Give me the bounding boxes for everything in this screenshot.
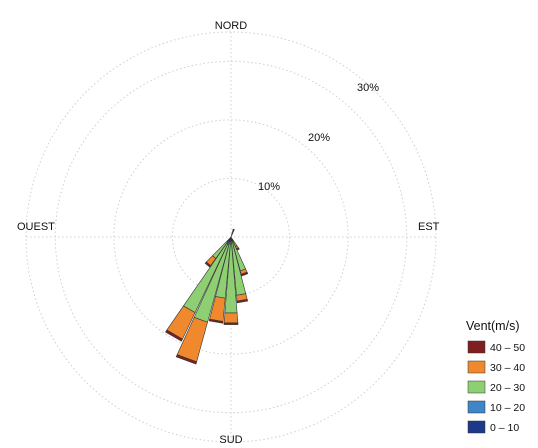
legend-swatch — [467, 420, 486, 434]
legend-item: 20 – 30 — [467, 380, 525, 394]
legend-swatch — [467, 340, 486, 354]
legend-swatch — [467, 400, 486, 414]
legend-item-label: 20 – 30 — [490, 382, 525, 394]
legend: Vent(m/s) 40 – 50 30 – 40 20 – 30 10 – 2… — [466, 319, 525, 434]
legend-swatch — [467, 360, 486, 374]
ring-label-30: 30% — [357, 82, 379, 94]
petal-segment — [240, 271, 249, 277]
legend-item: 10 – 20 — [467, 400, 525, 414]
petal-segment — [232, 228, 235, 232]
grid-ring — [54, 60, 408, 414]
wind-petal — [223, 236, 239, 325]
petal-segment — [236, 299, 249, 304]
legend-item: 30 – 40 — [467, 360, 525, 374]
legend-item-label: 40 – 50 — [490, 342, 525, 354]
legend-swatch — [467, 380, 486, 394]
grid-ring — [113, 119, 349, 355]
legend-item: 0 – 10 — [467, 420, 519, 434]
petal-segment — [223, 312, 239, 324]
legend-item: 40 – 50 — [467, 340, 525, 354]
direction-label-east: EST — [418, 221, 440, 233]
petal-segment — [175, 354, 197, 365]
petal-segment — [165, 329, 183, 342]
petal-segment — [223, 322, 239, 325]
legend-item-label: 0 – 10 — [490, 422, 519, 434]
legend-item-label: 10 – 20 — [490, 402, 525, 414]
ring-label-10: 10% — [258, 181, 280, 193]
wind-petals — [165, 228, 249, 365]
wind-petal — [230, 228, 235, 238]
direction-label-west: OUEST — [17, 221, 55, 233]
direction-label-south: SUD — [219, 434, 242, 446]
direction-label-north: NORD — [215, 20, 247, 32]
petal-segment — [204, 261, 212, 268]
wind-petal — [208, 236, 232, 324]
outer-ring — [25, 31, 437, 443]
legend-title: Vent(m/s) — [466, 319, 520, 333]
petal-segment — [208, 318, 224, 324]
wind-petal — [204, 236, 232, 268]
wind-petal — [230, 236, 249, 304]
grid-ring — [171, 177, 291, 297]
wind-petal — [165, 236, 232, 342]
legend-item-label: 30 – 40 — [490, 362, 525, 374]
ring-label-20: 20% — [308, 132, 330, 144]
